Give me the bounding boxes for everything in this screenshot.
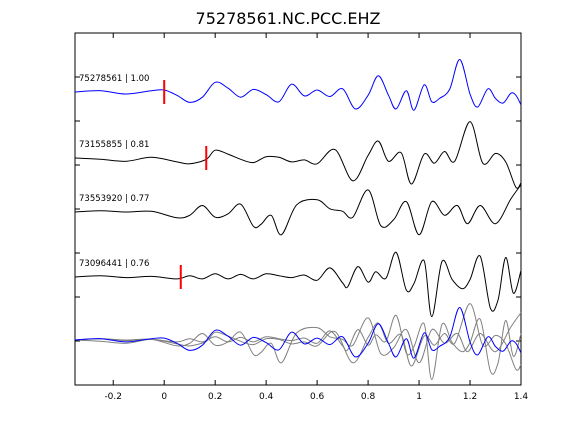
x-tick-label: 0 (161, 392, 167, 402)
trace-labels: 75278561 | 1.00 73155855 | 0.81 73553920 |… (79, 74, 149, 269)
trace-label-73096441: 73096441 | 0.76 (79, 259, 149, 269)
trace-label-75278561: 75278561 | 1.00 (79, 74, 149, 84)
pick-markers (163, 80, 208, 289)
overlay-traces (74, 303, 522, 381)
trace-line-73553920 (74, 184, 522, 236)
x-tick-label: 0.4 (259, 392, 274, 402)
x-tick-label: 1.2 (463, 392, 477, 402)
x-tick-label: 0.2 (208, 392, 222, 402)
trace-line-73155855 (74, 121, 522, 189)
trace-line-73096441 (74, 251, 522, 318)
x-tick-label: 1 (416, 392, 422, 402)
x-tick-label: 1.4 (514, 392, 529, 402)
overlay-line-75278561 (74, 306, 522, 359)
x-tick-label: 0.6 (310, 392, 325, 402)
trace-label-73553920: 73553920 | 0.77 (79, 194, 149, 204)
waveform-traces (74, 58, 522, 318)
overlay-line-73553920 (74, 312, 522, 364)
overlay-line-73096441 (74, 314, 522, 381)
overlay-line-73155855 (74, 303, 522, 371)
x-tick-label: 0.8 (361, 392, 376, 402)
trace-line-75278561 (74, 58, 522, 111)
x-tick-label: -0.2 (104, 392, 122, 402)
chart-title: 75278561.NC.PCC.EHZ (196, 9, 381, 28)
axis-ticks: -0.2 0 0.2 0.4 0.6 0.8 1 1.2 1.4 (75, 33, 528, 402)
trace-label-73155855: 73155855 | 0.81 (79, 140, 149, 150)
